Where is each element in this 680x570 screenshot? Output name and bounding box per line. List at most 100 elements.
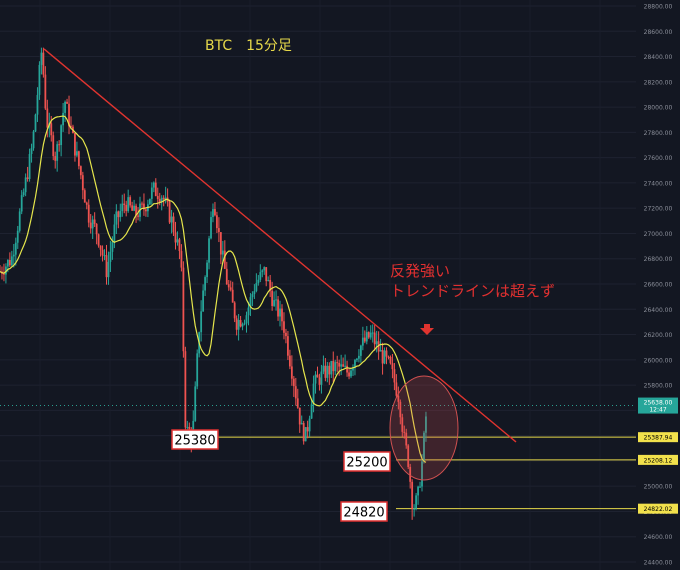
candle-body [385,350,388,357]
candle-body [14,242,17,255]
price-axis: 24400.0024600.0024800.0025000.0025200.00… [636,0,680,570]
axis-tick-label: 28200.00 [644,79,673,86]
candle-body [135,205,137,216]
candle-body [399,401,402,418]
candle-body [129,197,132,206]
candle-body [38,64,41,95]
candle-body [283,321,285,333]
current-price-value: 25638.00 [644,400,673,407]
annotation-line-2: トレンドラインは超えず [390,282,555,300]
candle-body [344,365,346,367]
candle-body [312,383,315,405]
candle-body [249,297,252,308]
chart-title: BTC 15分足 [205,38,292,54]
candle-body [22,192,25,196]
candle-body [275,299,277,301]
candle-body [409,466,412,482]
candle-body [133,205,135,211]
candle-body [259,272,262,280]
candle-body [170,216,173,223]
candle-body [62,112,65,126]
candle-body [141,203,143,205]
level-box [171,429,219,450]
axis-tick-label: 28000.00 [644,105,673,112]
axis-background [636,0,680,570]
axis-tick-label: 27800.00 [644,130,673,137]
axis-tick-label: 27000.00 [644,231,673,238]
candle-body [393,369,396,383]
axis-tick-label: 27600.00 [644,155,673,162]
axis-tick-label: 28400.00 [644,54,673,61]
candle-body [172,216,175,233]
candle-body [350,370,352,377]
candle-body [99,245,102,250]
candle-body [219,232,222,255]
candle-body [352,367,354,371]
candle-body [221,250,224,255]
candle-body [164,197,167,200]
candle-body [359,345,362,356]
candle-body [20,195,23,212]
axis-tick-label: 28600.00 [644,29,673,36]
candle-body [287,336,289,356]
candle-body [391,363,394,370]
axis-tick-label: 27400.00 [644,180,673,187]
candle-body [111,241,114,252]
candle-body [210,217,212,239]
candle-body [178,239,181,252]
candle-body [156,195,159,199]
candle-body [225,268,228,285]
candle-body [152,182,155,188]
candle-body [26,177,29,179]
candle-body [176,239,179,243]
candle-body [383,350,386,364]
axis-tick-label: 26200.00 [644,332,673,339]
candle-body [320,371,323,385]
candle-body [241,324,244,327]
candle-body [348,372,350,377]
candle-body [223,250,226,269]
candle-body [247,307,250,316]
candle-body [180,251,183,268]
downtrend-line [43,48,517,443]
candle-body [269,280,272,291]
candle-body [377,341,380,352]
candle-body [316,374,319,378]
level-box-label: 25380 [174,434,215,449]
axis-tick-label: 24400.00 [644,560,673,567]
candle-body [263,267,266,271]
candle-body [214,209,216,216]
axis-tick-label: 26000.00 [644,357,673,364]
candle-body [336,362,339,364]
candle-body [18,211,21,231]
candle-body [46,108,49,128]
candle-body [50,123,53,136]
candle-body [182,267,185,352]
candle-body [70,126,72,128]
candle-body [257,279,260,284]
candle-body [411,481,414,510]
candle-body [310,404,313,419]
candle-body [68,103,70,127]
axis-tick-label: 25800.00 [644,383,673,390]
candle-body [285,332,287,337]
candle-body [417,486,419,496]
candle-body [148,198,151,205]
candle-body [52,135,55,157]
candle-body [150,187,153,199]
candle-body [36,94,39,115]
candle-body [273,300,276,306]
candle-body [294,386,297,399]
candle-body [95,223,98,235]
candle-body [318,377,321,385]
candle-body [233,302,236,319]
candle-body [105,255,108,278]
candle-body [168,201,171,223]
candle-body [373,332,376,345]
candle-body [83,190,86,203]
level-label-boxes: 25380 25200 24820 [171,429,391,522]
candle-body [389,356,392,364]
candle-body [381,350,384,364]
